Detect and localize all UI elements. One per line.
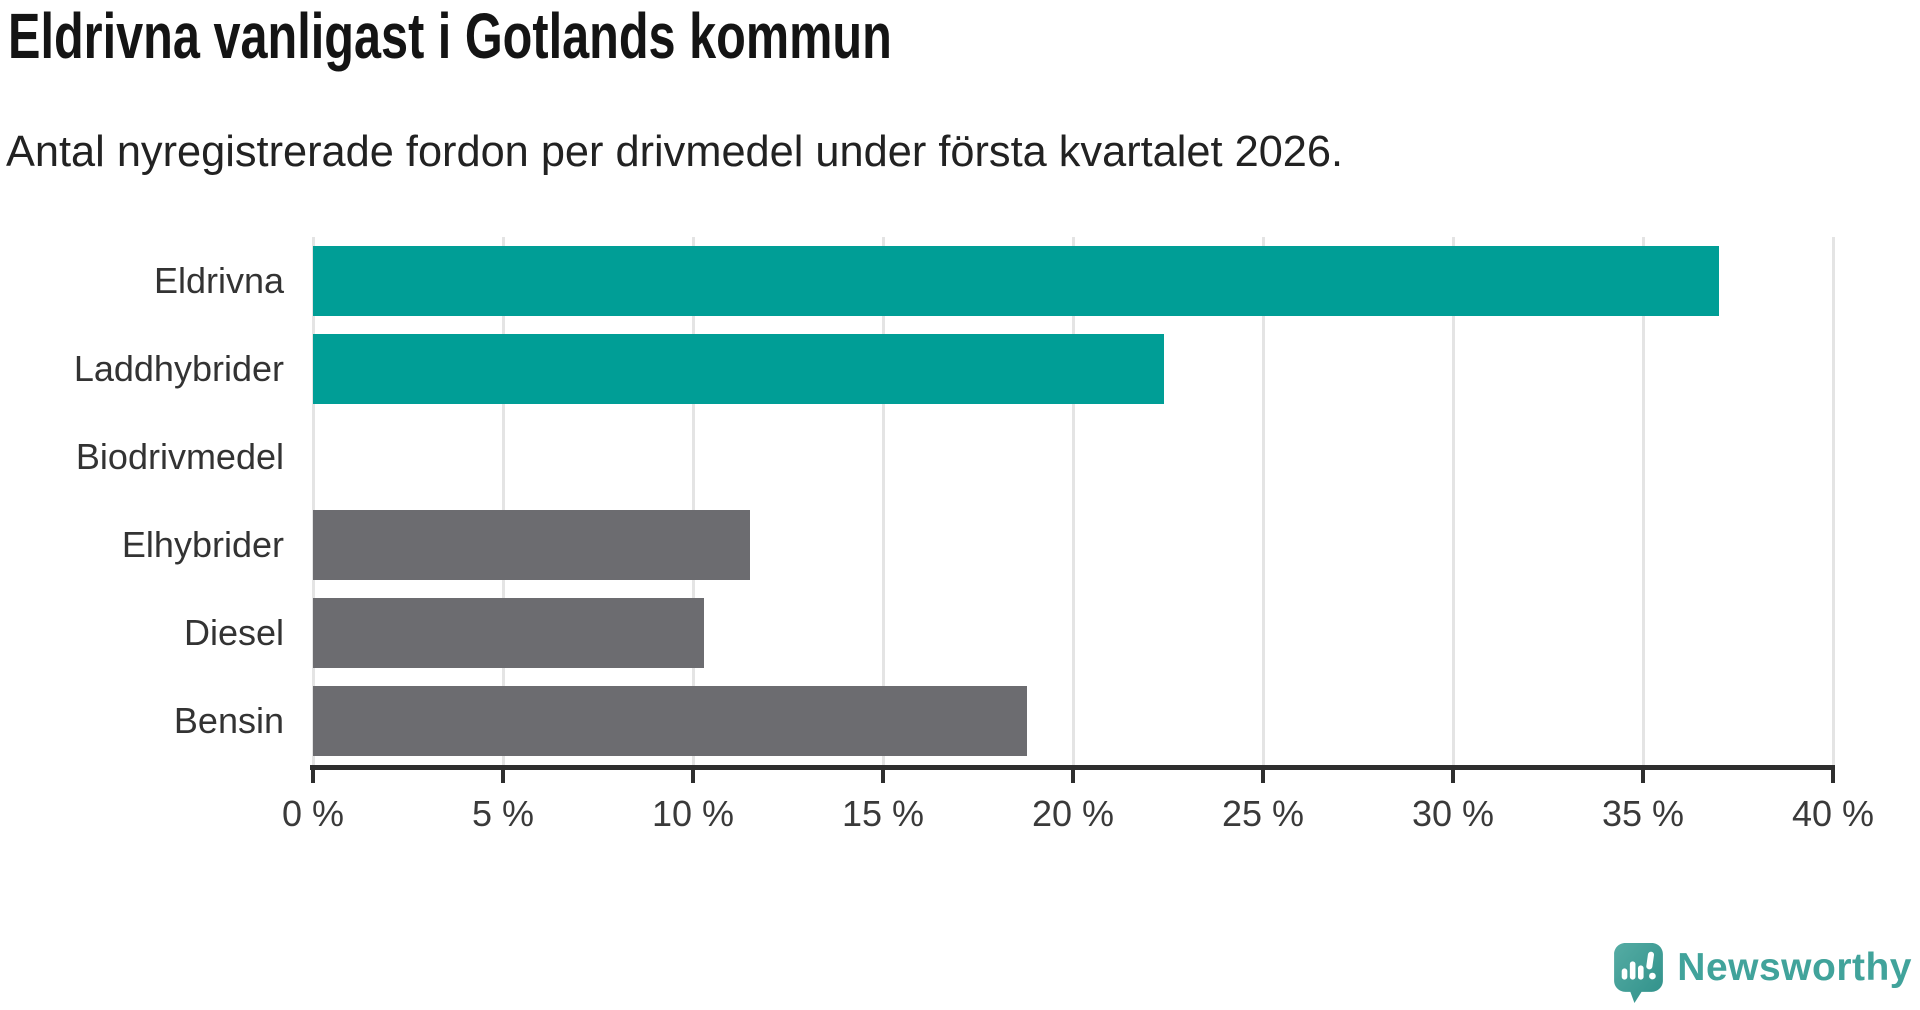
newsworthy-logo-icon [1614, 943, 1664, 1003]
x-axis-tick-label: 40 % [1791, 793, 1875, 834]
x-axis-tick-label: 0 % [281, 793, 345, 834]
x-axis-tickmark [1071, 765, 1075, 783]
gridline [1261, 237, 1265, 765]
gridline [1071, 237, 1075, 765]
x-axis-tickmark [1641, 765, 1645, 783]
bar [313, 334, 1165, 404]
bar [313, 510, 750, 580]
gridline [881, 237, 885, 765]
bar-rows [313, 237, 1833, 765]
category-label-laddhybrider: Laddhybrider [73, 348, 284, 389]
x-axis-tickmark [881, 765, 885, 783]
x-axis-tickmark [311, 765, 315, 783]
x-axis-tick-label: 30 % [1411, 793, 1495, 834]
chart-title: Eldrivna vanligast i Gotlands kommun [8, 0, 892, 72]
gridline [1451, 237, 1455, 765]
x-axis-tick-label: 20 % [1031, 793, 1115, 834]
gridlines [311, 237, 1835, 765]
gridline [501, 237, 505, 765]
x-axis-tick-label: 25 % [1221, 793, 1305, 834]
newsworthy-logo[interactable]: Newsworthy [1613, 942, 1912, 1003]
category-labels: Eldrivna Laddhybrider Biodrivmedel Elhyb… [0, 237, 284, 765]
x-axis-tickmark [501, 765, 505, 783]
chart-subtitle: Antal nyregistrerade fordon per drivmede… [6, 127, 1344, 176]
x-axis-tick-label: 15 % [841, 793, 925, 834]
category-label-bensin: Bensin [173, 700, 284, 741]
category-label-biodrivmedel: Biodrivmedel [75, 436, 284, 477]
newsworthy-logo-text: Newsworthy [1677, 946, 1912, 989]
x-axis-tick-label: 5 % [471, 793, 535, 834]
gridline [1641, 237, 1645, 765]
bar [313, 598, 705, 668]
category-label-diesel: Diesel [183, 612, 284, 653]
category-label-elhybrider: Elhybrider [121, 524, 284, 565]
category-label-eldrivna: Eldrivna [153, 260, 284, 301]
bar [313, 246, 1719, 316]
x-axis-tick-label: 10 % [651, 793, 735, 834]
x-axis-tickmark [691, 765, 695, 783]
plot-area [311, 237, 1835, 765]
gridline [691, 237, 695, 765]
x-axis-tickmark [1451, 765, 1455, 783]
x-axis-ticks: 0 % 5 % 10 % 15 % 20 % 25 % 30 % 35 % 40 % [282, 765, 1874, 845]
x-axis-tickmark [1261, 765, 1265, 783]
gridline [311, 237, 315, 765]
x-axis-tick-label: 35 % [1601, 793, 1685, 834]
x-axis-tickmark [1831, 765, 1835, 783]
bar [313, 686, 1028, 756]
gridline [1831, 237, 1835, 765]
